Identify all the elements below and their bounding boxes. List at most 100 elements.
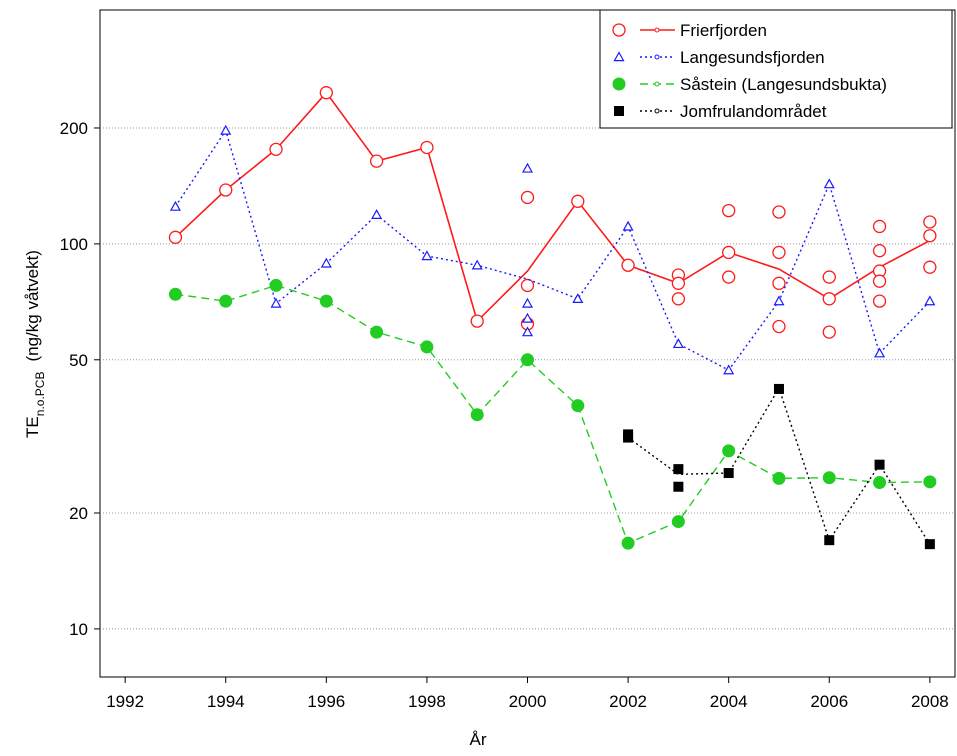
data-point: [822, 270, 836, 284]
y-label-sub: n.o.PCB: [33, 372, 47, 417]
data-point: [873, 476, 887, 490]
data-point: [421, 250, 433, 261]
legend-line-dot: [654, 54, 660, 60]
legend: Frierfjorden Langesundsfjorden Såstein (La…: [599, 9, 953, 129]
legend-line-dot: [654, 81, 660, 87]
data-point: [319, 294, 333, 308]
x-tick-label: 1998: [408, 692, 446, 711]
data-point: [320, 257, 332, 268]
x-tick-label: 1992: [106, 692, 144, 711]
y-label-unit: (ng/kg våtvekt): [23, 250, 42, 362]
legend-label: Frierfjorden: [680, 21, 767, 40]
x-tick-label: 2004: [710, 692, 748, 711]
data-point: [520, 190, 535, 205]
legend-marker: [613, 51, 625, 62]
data-point: [923, 229, 937, 243]
data-point: [621, 536, 635, 550]
data-point: [872, 294, 887, 308]
data-point: [369, 154, 384, 168]
data-point: [270, 297, 282, 308]
data-point: [671, 515, 685, 529]
y-tick-label: 10: [69, 620, 88, 639]
data-point: [169, 200, 181, 211]
data-point: [622, 220, 634, 231]
data-point: [874, 347, 886, 358]
x-tick-label: 1994: [207, 692, 245, 711]
data-point: [470, 408, 484, 422]
legend-marker: [612, 23, 626, 37]
data-point: [671, 292, 686, 306]
data-point: [673, 464, 684, 475]
legend-label: Langesundsfjorden: [680, 48, 825, 67]
data-point: [772, 471, 786, 485]
series-line: [174, 128, 931, 372]
x-tick-label: 1996: [307, 692, 345, 711]
x-tick-label: 2008: [911, 692, 949, 711]
y-axis-label: TEn.o.PCB (ng/kg våtvekt): [23, 250, 47, 438]
data-point: [824, 535, 835, 546]
data-point: [872, 244, 887, 258]
y-tick-label: 200: [60, 119, 88, 138]
data-point: [772, 276, 786, 290]
data-point: [772, 205, 786, 219]
data-point: [874, 459, 885, 470]
data-point: [773, 295, 785, 306]
data-point: [370, 325, 384, 339]
data-point: [521, 297, 534, 308]
data-point: [671, 276, 686, 290]
data-point: [722, 444, 736, 458]
data-point: [420, 340, 434, 354]
data-point: [220, 124, 232, 135]
data-point: [673, 481, 684, 492]
data-point: [723, 468, 734, 479]
data-point: [723, 364, 735, 375]
data-point: [822, 292, 836, 306]
legend-marker: [612, 77, 626, 91]
data-point: [623, 432, 634, 443]
data-point: [471, 259, 483, 270]
data-point: [822, 471, 836, 485]
data-point: [571, 399, 585, 413]
data-point: [168, 287, 182, 301]
legend-marker: [614, 106, 624, 116]
legend-line-dot: [654, 27, 660, 33]
y-label-main: TE: [23, 416, 42, 438]
data-point: [722, 270, 736, 284]
data-point: [219, 294, 233, 308]
data-point: [470, 314, 484, 328]
data-point: [924, 295, 936, 306]
y-tick-label: 20: [69, 504, 88, 523]
data-point: [722, 245, 736, 260]
data-point: [521, 312, 534, 323]
data-point: [269, 142, 283, 157]
data-point: [420, 140, 434, 155]
data-point: [168, 230, 183, 244]
x-tick-label: 2002: [609, 692, 647, 711]
x-tick-label: 2000: [509, 692, 547, 711]
data-point: [822, 325, 836, 339]
data-point: [872, 274, 887, 288]
y-tick-label: 100: [60, 235, 88, 254]
legend-line-dot: [654, 108, 660, 114]
data-point: [722, 203, 736, 218]
data-point: [923, 260, 937, 274]
data-point: [924, 539, 935, 550]
data-point: [521, 326, 534, 337]
data-point: [923, 215, 937, 229]
data-point: [521, 353, 534, 367]
y-tick-label: 50: [69, 351, 88, 370]
data-point: [621, 258, 635, 272]
data-point: [773, 383, 784, 394]
data-point: [521, 162, 534, 173]
data-point: [371, 209, 383, 219]
data-point: [571, 194, 585, 208]
data-point: [772, 319, 786, 334]
data-point: [219, 183, 233, 197]
data-point: [672, 338, 684, 349]
data-point: [319, 86, 333, 100]
data-point: [269, 278, 283, 292]
data-point: [872, 219, 887, 234]
data-point: [772, 245, 786, 260]
legend-label: Såstein (Langesundsbukta): [680, 75, 887, 94]
